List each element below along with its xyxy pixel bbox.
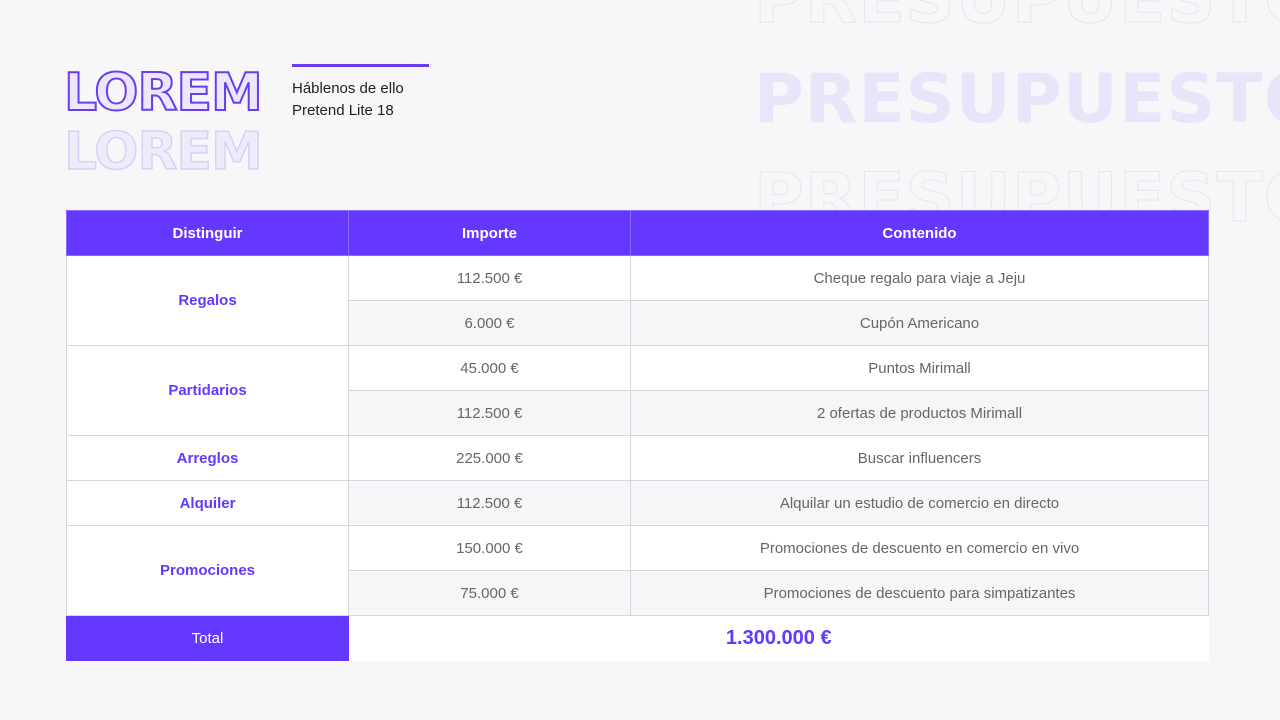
content-cell: Puntos Mirimall (630, 345, 1209, 391)
content-cell: 2 ofertas de productos Mirimall (630, 390, 1209, 436)
subtitle-2: Pretend Lite 18 (292, 102, 394, 119)
content-cell: Promociones de descuento para simpatizan… (630, 570, 1209, 616)
table-row: Arreglos 225.000 € Buscar influencers (66, 435, 1209, 481)
logo-text-shadow: LOREM (63, 122, 263, 182)
content-cell: Buscar influencers (630, 435, 1209, 481)
content-cell: Promociones de descuento en comercio en … (630, 525, 1209, 571)
table-row: Partidarios 45.000 € Puntos Mirimall (66, 345, 1209, 436)
accent-line (292, 64, 429, 67)
content-cell: Alquilar un estudio de comercio en direc… (630, 480, 1209, 526)
table-row: Promociones 150.000 € Promociones de des… (66, 525, 1209, 616)
logo-text: LOREM (63, 63, 264, 123)
amount-cell: 6.000 € (348, 300, 631, 346)
category-cell: Regalos (66, 255, 349, 346)
watermark-outline-top: PRESUPUESTO (754, 0, 1280, 34)
content-cell: Cheque regalo para viaje a Jeju (630, 255, 1209, 301)
table-row: Regalos 112.500 € Cheque regalo para via… (66, 255, 1209, 346)
amount-cell: 75.000 € (348, 570, 631, 616)
table-header-row: Distinguir Importe Contenido (66, 210, 1209, 256)
table-row: 6.000 € Cupón Americano (67, 300, 1209, 346)
column-header: Importe (348, 210, 631, 256)
column-header: Distinguir (66, 210, 349, 256)
watermark-fill: PRESUPUESTO (754, 60, 1280, 139)
category-cell: Partidarios (66, 345, 349, 436)
amount-cell: 112.500 € (348, 390, 631, 436)
amount-cell: 112.500 € (348, 255, 631, 301)
table-row: 112.500 € 2 ofertas de productos Mirimal… (67, 390, 1209, 436)
content-cell: Cupón Americano (630, 300, 1209, 346)
amount-cell: 45.000 € (348, 345, 631, 391)
category-cell: Alquiler (66, 480, 349, 526)
category-cell: Promociones (66, 525, 349, 616)
total-value: 1.300.000 € (348, 615, 1209, 661)
amount-cell: 112.500 € (348, 480, 631, 526)
column-header: Contenido (630, 210, 1209, 256)
amount-cell: 150.000 € (348, 525, 631, 571)
subtitle-1: Háblenos de ello (292, 80, 404, 97)
total-label: Total (66, 615, 349, 661)
total-row: Total 1.300.000 € (66, 615, 1209, 661)
table-row: Alquiler 112.500 € Alquilar un estudio d… (66, 480, 1209, 526)
amount-cell: 225.000 € (348, 435, 631, 481)
budget-table: Distinguir Importe Contenido Regalos 112… (66, 210, 1209, 661)
table-row: 75.000 € Promociones de descuento para s… (67, 570, 1209, 616)
category-cell: Arreglos (66, 435, 349, 481)
